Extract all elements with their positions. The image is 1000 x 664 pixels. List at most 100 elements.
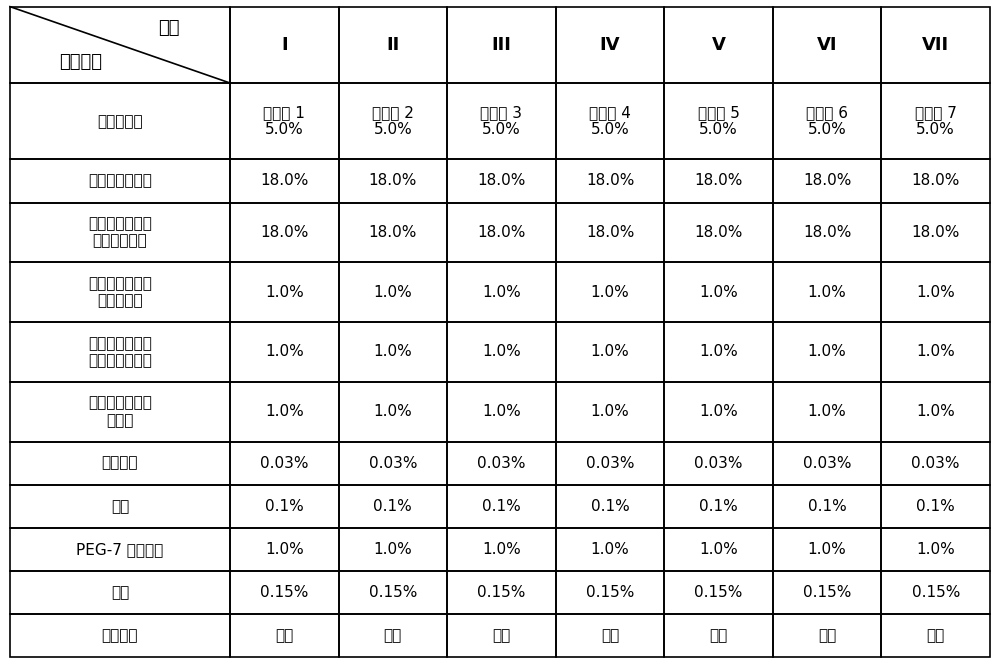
Bar (773, 528, 881, 571)
Text: 去离子水: 去离子水 (102, 628, 138, 643)
Bar (773, 614, 881, 657)
Text: 1.0%: 1.0% (808, 345, 847, 359)
Bar (339, 382, 447, 442)
Text: 1.0%: 1.0% (808, 285, 847, 299)
Bar (230, 203, 339, 262)
Text: VI: VI (817, 36, 837, 54)
Text: 0.1%: 0.1% (373, 499, 412, 514)
Bar (664, 83, 773, 159)
Text: 18.0%: 18.0% (477, 173, 526, 189)
Bar (447, 262, 556, 322)
Bar (339, 7, 447, 83)
Text: 三乙醇胺: 三乙醇胺 (102, 456, 138, 471)
Text: 0.15%: 0.15% (477, 585, 526, 600)
Bar (230, 528, 339, 571)
Bar (339, 485, 447, 528)
Text: I: I (281, 36, 288, 54)
Bar (664, 159, 773, 203)
Text: 1.0%: 1.0% (916, 345, 955, 359)
Bar (339, 528, 447, 571)
Text: 1.0%: 1.0% (265, 404, 304, 419)
Bar (339, 262, 447, 322)
Bar (664, 322, 773, 382)
Bar (881, 262, 990, 322)
Text: 1.0%: 1.0% (916, 285, 955, 299)
Bar (773, 159, 881, 203)
Text: 1.0%: 1.0% (265, 285, 304, 299)
Text: 18.0%: 18.0% (260, 173, 308, 189)
Bar (881, 382, 990, 442)
Bar (230, 485, 339, 528)
Bar (881, 7, 990, 83)
Bar (881, 528, 990, 571)
Text: 1.0%: 1.0% (373, 345, 412, 359)
Text: 椰油酰胺丙基羟
基磺基甜菜碱: 椰油酰胺丙基羟 基磺基甜菜碱 (88, 216, 152, 248)
Bar (773, 485, 881, 528)
Bar (447, 485, 556, 528)
Text: 1.0%: 1.0% (482, 345, 521, 359)
Bar (664, 614, 773, 657)
Text: 1.0%: 1.0% (808, 404, 847, 419)
Bar (10, 262, 230, 322)
Bar (447, 322, 556, 382)
Bar (881, 571, 990, 614)
Bar (773, 262, 881, 322)
Text: 1.0%: 1.0% (591, 542, 629, 557)
Text: 1.0%: 1.0% (916, 542, 955, 557)
Bar (881, 203, 990, 262)
Bar (773, 382, 881, 442)
Text: VII: VII (922, 36, 949, 54)
Bar (230, 442, 339, 485)
Bar (664, 571, 773, 614)
Bar (447, 614, 556, 657)
Text: 余量: 余量 (709, 628, 728, 643)
Bar (339, 159, 447, 203)
Bar (230, 322, 339, 382)
Bar (10, 571, 230, 614)
Bar (881, 322, 990, 382)
Text: IV: IV (600, 36, 620, 54)
Bar (10, 614, 230, 657)
Text: 1.0%: 1.0% (808, 542, 847, 557)
Bar (664, 203, 773, 262)
Bar (881, 485, 990, 528)
Text: 实施例 1
5.0%: 实施例 1 5.0% (263, 105, 305, 137)
Bar (447, 159, 556, 203)
Bar (664, 262, 773, 322)
Text: 18.0%: 18.0% (803, 173, 851, 189)
Text: 18.0%: 18.0% (477, 225, 526, 240)
Bar (773, 7, 881, 83)
Bar (230, 614, 339, 657)
Text: V: V (712, 36, 726, 54)
Bar (664, 7, 773, 83)
Text: 1.0%: 1.0% (482, 285, 521, 299)
Text: 18.0%: 18.0% (912, 173, 960, 189)
Text: 1.0%: 1.0% (373, 404, 412, 419)
Bar (447, 83, 556, 159)
Text: 1.0%: 1.0% (265, 345, 304, 359)
Text: 1.0%: 1.0% (482, 542, 521, 557)
Text: 余量: 余量 (275, 628, 293, 643)
Text: 蓖麻醇酸酰胺丙
基三甲基氯化铵: 蓖麻醇酸酰胺丙 基三甲基氯化铵 (88, 336, 152, 368)
Text: 余量: 余量 (927, 628, 945, 643)
Bar (881, 83, 990, 159)
Text: 1.0%: 1.0% (591, 285, 629, 299)
Bar (230, 83, 339, 159)
Bar (556, 322, 664, 382)
Text: 1.0%: 1.0% (699, 285, 738, 299)
Bar (10, 159, 230, 203)
Text: 0.15%: 0.15% (260, 585, 308, 600)
Text: 实施例 6
5.0%: 实施例 6 5.0% (806, 105, 848, 137)
Bar (881, 614, 990, 657)
Text: 1.0%: 1.0% (373, 285, 412, 299)
Bar (556, 571, 664, 614)
Bar (230, 382, 339, 442)
Bar (447, 571, 556, 614)
Text: 实施例 3
5.0%: 实施例 3 5.0% (480, 105, 522, 137)
Bar (664, 382, 773, 442)
Text: 实施例 7
5.0%: 实施例 7 5.0% (915, 105, 957, 137)
Bar (339, 322, 447, 382)
Bar (10, 528, 230, 571)
Text: 18.0%: 18.0% (803, 225, 851, 240)
Text: 0.1%: 0.1% (916, 499, 955, 514)
